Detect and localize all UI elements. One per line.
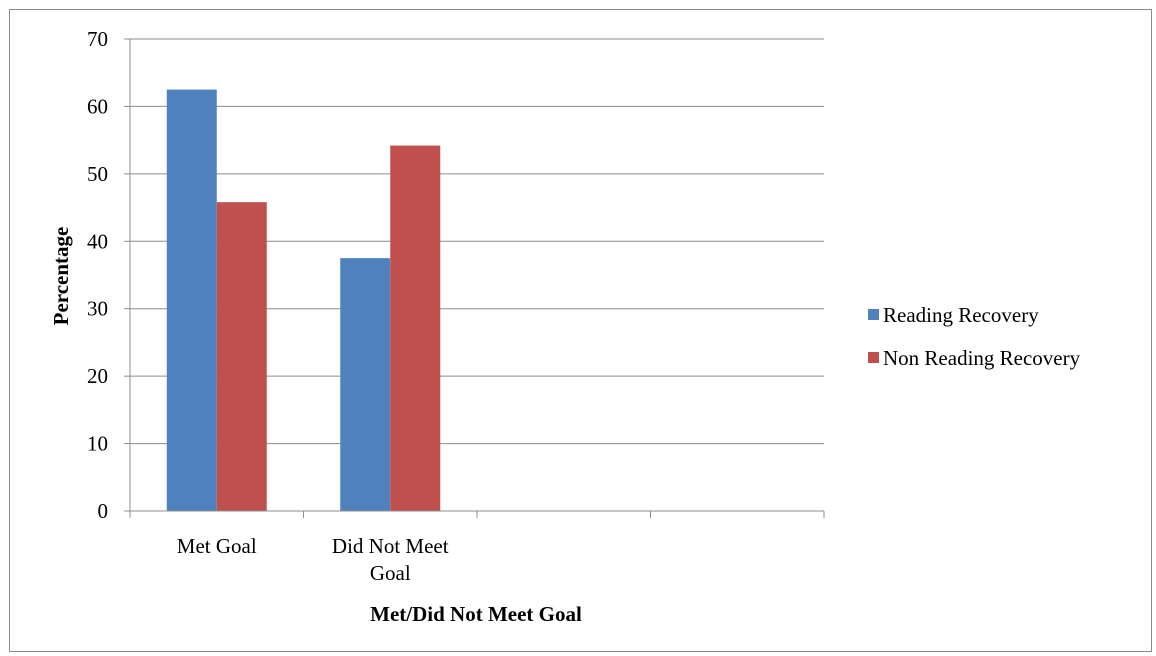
y-tick-label: 60 [87, 94, 108, 118]
bar [216, 202, 267, 512]
y-tick-label: 0 [98, 499, 109, 523]
y-tick-label: 50 [87, 162, 108, 186]
x-axis-title: Met/Did Not Meet Goal [370, 602, 582, 626]
x-tick-label: Did Not Meet [332, 534, 449, 558]
axes [124, 38, 825, 518]
y-tick-labels: 0 10 20 30 40 50 60 70 [87, 27, 108, 523]
y-axis-title: Percentage [49, 227, 73, 326]
y-tick-label: 20 [87, 364, 108, 388]
legend-swatch [868, 352, 879, 363]
bar [166, 89, 217, 512]
y-tick-label: 10 [87, 432, 108, 456]
y-tick-label: 30 [87, 297, 108, 321]
bars [166, 89, 441, 512]
y-tick-label: 40 [87, 229, 108, 253]
x-tick-label: Goal [370, 561, 411, 585]
y-tick-label: 70 [87, 27, 108, 51]
legend: Reading Recovery Non Reading Recovery [868, 303, 1081, 370]
legend-label: Non Reading Recovery [883, 346, 1081, 370]
x-tick-labels: Met Goal Did Not Meet Goal [177, 534, 449, 585]
legend-label: Reading Recovery [883, 303, 1039, 327]
legend-swatch [868, 309, 879, 320]
x-tick-label: Met Goal [177, 534, 257, 558]
bar [340, 258, 391, 511]
bar [390, 145, 441, 511]
